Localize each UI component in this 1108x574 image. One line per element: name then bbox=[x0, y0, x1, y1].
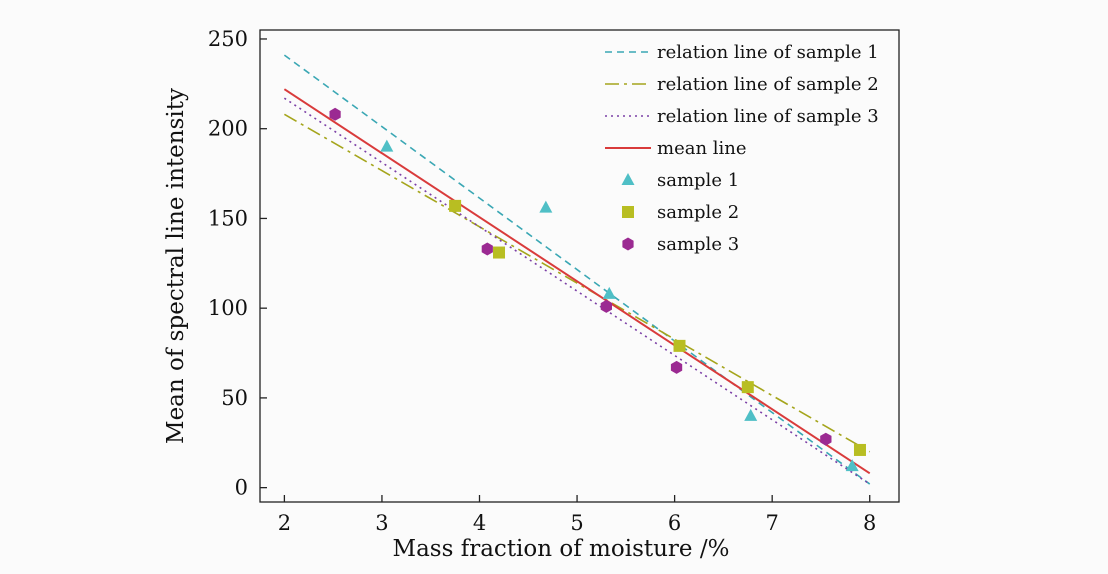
y-tick-label: 0 bbox=[235, 476, 248, 500]
data-points bbox=[329, 107, 866, 472]
series-line bbox=[283, 88, 871, 475]
x-tick-label: 8 bbox=[863, 511, 876, 535]
data-point bbox=[493, 246, 506, 259]
data-point bbox=[600, 299, 612, 313]
x-axis-label: Mass fraction of moisture /% bbox=[393, 536, 730, 562]
y-tick-label: 150 bbox=[208, 206, 248, 230]
data-point bbox=[449, 199, 462, 212]
legend: relation line of sample 1 relation line o… bbox=[605, 42, 879, 255]
data-point bbox=[673, 339, 686, 352]
plot-area-frame bbox=[259, 29, 900, 503]
relation-lines bbox=[283, 54, 871, 485]
legend-label: relation line of sample 1 bbox=[657, 42, 879, 63]
data-point bbox=[380, 139, 394, 152]
legend-label: relation line of sample 2 bbox=[657, 74, 879, 95]
legend-marker bbox=[622, 206, 634, 218]
x-tick-label: 3 bbox=[375, 511, 388, 535]
series-line bbox=[283, 54, 871, 485]
legend-label: sample 2 bbox=[657, 202, 739, 223]
data-point bbox=[741, 381, 754, 394]
legend-label: mean line bbox=[657, 138, 747, 159]
legend-label: sample 1 bbox=[657, 170, 739, 191]
data-point bbox=[602, 286, 616, 299]
y-tick-label: 250 bbox=[208, 27, 248, 51]
x-tick-label: 2 bbox=[278, 511, 291, 535]
data-point bbox=[744, 408, 758, 421]
series-line bbox=[283, 113, 871, 453]
x-tick-label: 6 bbox=[668, 511, 681, 535]
y-tick-label: 100 bbox=[208, 296, 248, 320]
x-tick-label: 4 bbox=[473, 511, 486, 535]
data-point bbox=[481, 242, 493, 256]
x-tick-label: 7 bbox=[765, 511, 778, 535]
data-point bbox=[670, 360, 683, 374]
legend-marker bbox=[621, 173, 635, 185]
data-point bbox=[845, 459, 859, 472]
data-point bbox=[820, 432, 832, 446]
x-tick-label: 5 bbox=[570, 511, 583, 535]
y-tick-label: 50 bbox=[221, 386, 248, 410]
y-axis-label: Mean of spectral line intensity bbox=[163, 88, 189, 444]
ticks-layer: 2 3 4 5 6 7 8 0 50 100 150 200 250 bbox=[208, 27, 877, 535]
legend-label: sample 3 bbox=[657, 234, 739, 255]
y-tick-label: 200 bbox=[208, 117, 248, 141]
data-point bbox=[853, 443, 866, 456]
data-point bbox=[329, 107, 341, 121]
legend-label: relation line of sample 3 bbox=[657, 106, 879, 127]
legend-marker bbox=[622, 237, 634, 251]
data-point bbox=[539, 200, 553, 213]
